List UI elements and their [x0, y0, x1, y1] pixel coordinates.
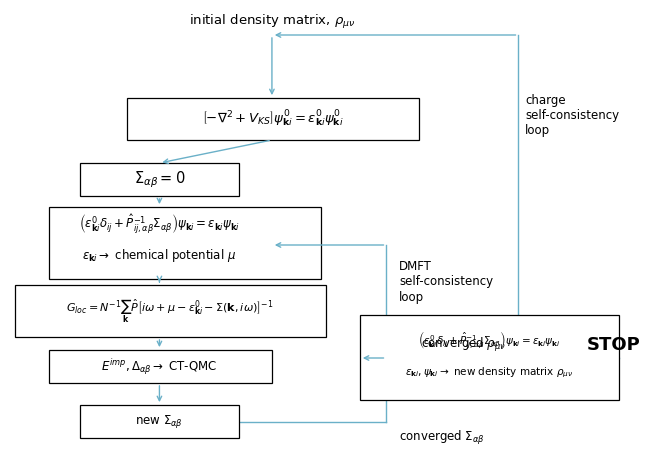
Text: DMFT
self-consistency
loop: DMFT self-consistency loop — [399, 260, 493, 304]
Text: $\Sigma_{\alpha\beta}=0$: $\Sigma_{\alpha\beta}=0$ — [133, 170, 185, 190]
Text: $E^{imp},\Delta_{\alpha\beta}\rightarrow$ CT-QMC: $E^{imp},\Delta_{\alpha\beta}\rightarrow… — [102, 357, 217, 377]
Text: $\left(\varepsilon^0_{\mathbf{k}i}\delta_{ij}+\hat{P}^{-1}_{ij,\alpha\beta}\Sigm: $\left(\varepsilon^0_{\mathbf{k}i}\delta… — [79, 212, 240, 235]
FancyBboxPatch shape — [127, 98, 419, 140]
FancyBboxPatch shape — [49, 207, 321, 279]
Text: initial density matrix, $\rho_{\mu\nu}$: initial density matrix, $\rho_{\mu\nu}$ — [189, 13, 355, 31]
Text: new $\Sigma_{\alpha\beta}$: new $\Sigma_{\alpha\beta}$ — [135, 414, 184, 431]
Text: converged $\Sigma_{\alpha\beta}$: converged $\Sigma_{\alpha\beta}$ — [399, 429, 485, 447]
FancyBboxPatch shape — [360, 315, 619, 400]
Text: $\left[-\nabla^2+V_{KS}\right]\psi^0_{\mathbf{k}i}=\varepsilon^0_{\mathbf{k}i}\p: $\left[-\nabla^2+V_{KS}\right]\psi^0_{\m… — [202, 109, 344, 129]
Text: $\varepsilon_{\mathbf{k}i}\rightarrow$ chemical potential $\mu$: $\varepsilon_{\mathbf{k}i}\rightarrow$ c… — [83, 246, 236, 264]
Text: STOP: STOP — [587, 336, 641, 354]
Text: converged $\rho_{\mu\nu}$: converged $\rho_{\mu\nu}$ — [421, 336, 506, 354]
Text: $\varepsilon_{\mathbf{k}i},\psi_{\mathbf{k}i}\rightarrow$ new density matrix $\r: $\varepsilon_{\mathbf{k}i},\psi_{\mathbf… — [405, 366, 574, 380]
Text: $\left(\varepsilon^0_{\mathbf{k}i}\delta_{ij}+\hat{P}^{-1}_{ij,\alpha\beta}\Sigm: $\left(\varepsilon^0_{\mathbf{k}i}\delta… — [418, 329, 561, 351]
FancyBboxPatch shape — [80, 405, 239, 438]
Text: charge
self-consistency
loop: charge self-consistency loop — [525, 94, 619, 136]
FancyBboxPatch shape — [80, 163, 239, 196]
Text: $G_{loc}=N^{-1}\sum_{\mathbf{k}}\hat{P}\left[i\omega+\mu-\varepsilon^0_{\mathbf{: $G_{loc}=N^{-1}\sum_{\mathbf{k}}\hat{P}\… — [66, 298, 274, 325]
FancyBboxPatch shape — [49, 350, 272, 383]
FancyBboxPatch shape — [15, 285, 326, 337]
